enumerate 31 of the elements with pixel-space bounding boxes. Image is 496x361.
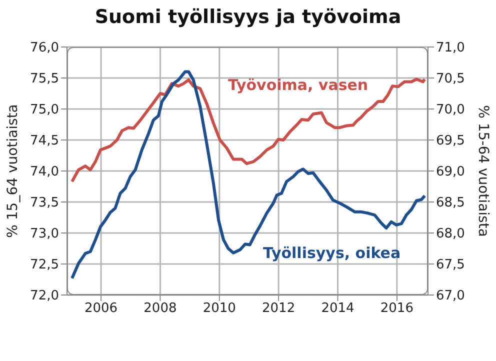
x-tick-label: 2012 bbox=[262, 301, 296, 316]
y2-tick-label: 69,0 bbox=[436, 164, 465, 180]
y-tick-label: 75,0 bbox=[30, 102, 59, 118]
y2-axis-title: % 15-64 vuotiaista bbox=[475, 105, 492, 237]
y-tick-label: 76,0 bbox=[30, 40, 59, 56]
chart-title: Suomi työllisyys ja työvoima bbox=[94, 6, 402, 28]
y2-tick-label: 69,5 bbox=[436, 134, 465, 149]
y-tick-label: 74,0 bbox=[30, 164, 59, 180]
line-series bbox=[70, 78, 426, 184]
y2-tick-label: 70,0 bbox=[436, 102, 465, 118]
x-tick-label: 2010 bbox=[202, 301, 236, 316]
x-tick-label: 2008 bbox=[144, 301, 177, 316]
series-label: Työllisyys, oikea bbox=[263, 244, 401, 262]
x-tick-label: 2016 bbox=[380, 301, 414, 316]
y-tick-label: 72,0 bbox=[30, 288, 59, 304]
y2-tick-label: 68,0 bbox=[436, 226, 465, 242]
line-series bbox=[70, 70, 426, 280]
y-tick-label: 74,5 bbox=[30, 134, 59, 149]
y2-tick-label: 70,5 bbox=[436, 72, 465, 87]
y2-tick-label: 67,0 bbox=[436, 288, 465, 304]
y2-tick-label: 68,5 bbox=[436, 196, 465, 211]
y-tick-label: 73,5 bbox=[30, 196, 59, 211]
series-label: Työvoima, vasen bbox=[228, 76, 368, 94]
y-tick-label: 75,5 bbox=[30, 72, 59, 87]
x-tick-label: 2006 bbox=[84, 301, 118, 316]
y2-tick-label: 67,5 bbox=[436, 258, 465, 273]
y-tick-label: 73,0 bbox=[30, 226, 59, 242]
y-axis-title: % 15_64 vuotiaista bbox=[4, 104, 21, 238]
x-tick-label: 2014 bbox=[321, 301, 354, 316]
y2-tick-label: 71,0 bbox=[436, 40, 465, 56]
y-tick-label: 72,5 bbox=[30, 258, 59, 273]
